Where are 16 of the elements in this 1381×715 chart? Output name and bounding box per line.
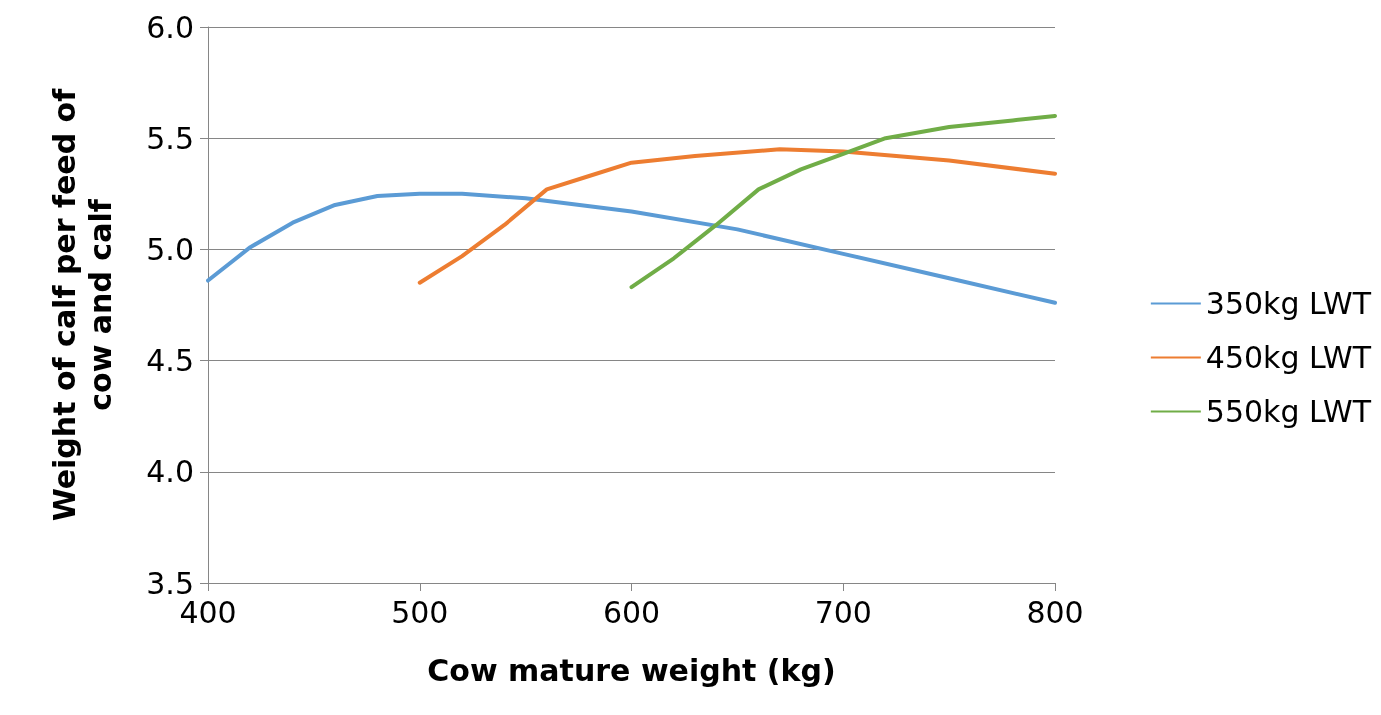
legend-label: 350kg LWT [1205,286,1372,321]
y-tick-label: 4.5 [146,343,194,379]
x-axis-title: Cow mature weight (kg) [427,652,836,688]
legend-label: 450kg LWT [1205,340,1372,375]
legend-label: 550kg LWT [1205,394,1372,429]
line-series [417,147,1057,285]
y-tick-label: 6.0 [146,9,194,45]
y-tick-label: 5.0 [146,231,194,267]
x-tick-label: 500 [391,594,449,630]
x-tick-label: 800 [1026,594,1084,630]
line-series [629,113,1057,290]
x-tick-label: 700 [814,594,872,630]
x-tick-label: 600 [602,594,661,630]
y-tick-label: 5.5 [146,120,194,156]
y-tick-label: 4.0 [146,454,194,490]
y-axis-title: Weight of calf per feed of cow and calf [46,87,118,522]
